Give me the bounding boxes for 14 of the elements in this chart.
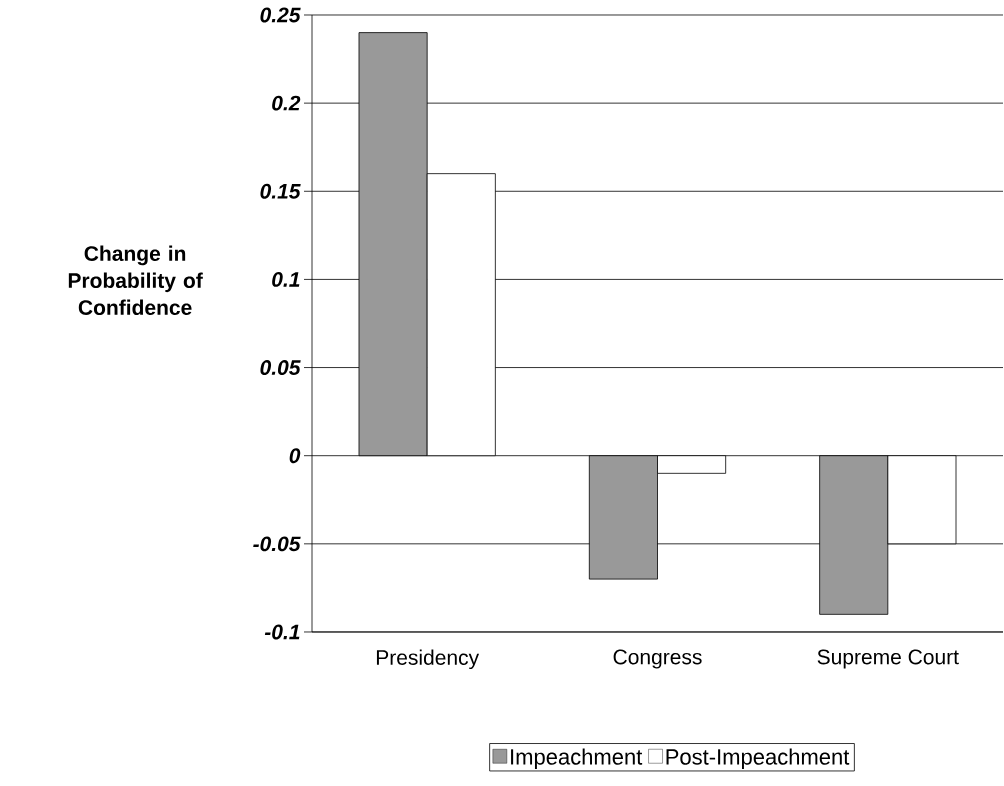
y-tick-label: 0.25 (260, 7, 301, 23)
y-tick-label: 0.05 (260, 360, 301, 375)
y-tick-label: 0.1 (272, 271, 300, 287)
y-tick-label: -0.05 (253, 536, 301, 552)
x-tick-label: Presidency (376, 649, 480, 670)
legend-label: Post-Impeachment (666, 748, 850, 770)
y-axis-title: Change in Probability of Confidence (68, 245, 203, 315)
y-tick-label: 0 (289, 448, 301, 464)
x-tick-label: Supreme Court (817, 649, 959, 669)
x-tick-label: Congress (613, 649, 702, 669)
y-tick-label: -0.1 (264, 624, 300, 640)
y-tick-label: 0.15 (260, 183, 301, 199)
legend-label: Impeachment (511, 748, 643, 770)
y-tick-label: 0.2 (272, 95, 301, 111)
